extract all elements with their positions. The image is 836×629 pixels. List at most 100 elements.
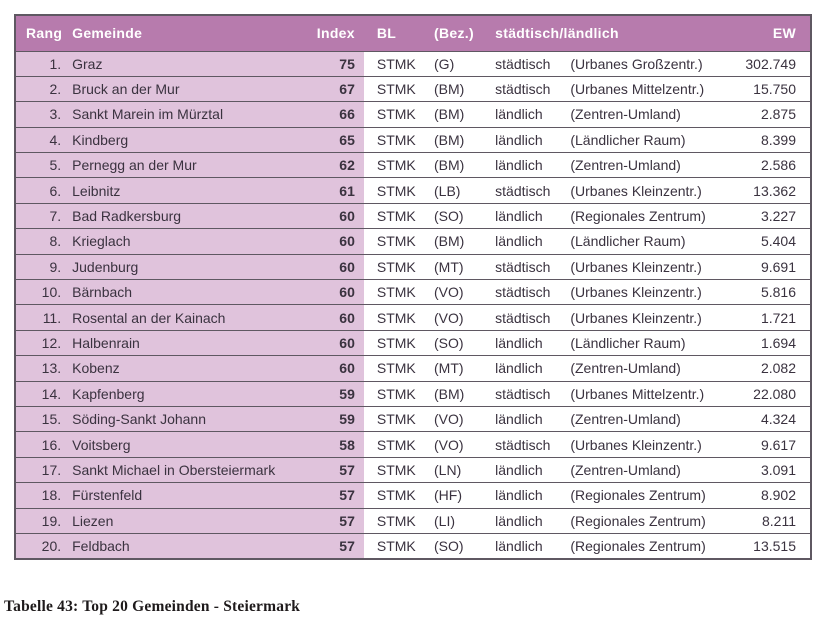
cell-bl: STMK [363,380,431,407]
header-row: Rang Gemeinde Index BL (Bez.) städtisch/… [15,15,811,51]
cell-ew: 2.875 [721,101,811,128]
table-row: 18. Fürstenfeld 57 STMK (HF) ländlich (R… [15,482,811,509]
table-row: 12. Halbenrain 60 STMK (SO) ländlich (Lä… [15,329,811,356]
cell-ew: 9.617 [721,431,811,458]
cell-klassifikation: (Urbanes Großzentr.) [567,50,722,77]
header-rang: Rang [15,15,66,51]
cell-ew: 302.749 [721,50,811,77]
cell-bez: (BM) [430,152,493,178]
cell-index: 61 [299,177,364,204]
cell-gemeinde: Rosental an der Kainach [65,304,300,331]
cell-bez: (BM) [430,228,493,255]
cell-staedtisch-laendlich: ländlich [492,202,568,229]
table-row: 4. Kindberg 65 STMK (BM) ländlich (Ländl… [15,126,811,153]
cell-staedtisch-laendlich: städtisch [492,177,568,204]
cell-gemeinde: Graz [65,50,300,77]
cell-index: 57 [299,456,364,483]
cell-ew: 5.816 [721,279,811,305]
cell-rang: 10. [15,279,66,305]
cell-bez: (VO) [430,279,493,305]
cell-bez: (LN) [430,456,493,483]
cell-klassifikation: (Urbanes Kleinzentr.) [567,431,722,458]
cell-ew: 4.324 [721,405,811,432]
cell-ew: 2.082 [721,355,811,382]
cell-bez: (VO) [430,405,493,432]
cell-bez: (BM) [430,380,493,407]
cell-klassifikation: (Regionales Zentrum) [567,532,722,559]
cell-klassifikation: (Regionales Zentrum) [567,202,722,229]
cell-klassifikation: (Urbanes Mittelzentr.) [567,75,722,102]
cell-bl: STMK [363,405,431,432]
cell-rang: 2. [15,75,66,102]
cell-gemeinde: Halbenrain [65,329,300,356]
cell-rang: 20. [15,532,66,559]
table-row: 13. Kobenz 60 STMK (MT) ländlich (Zentre… [15,355,811,382]
cell-ew: 5.404 [721,228,811,255]
cell-rang: 7. [15,202,66,229]
cell-gemeinde: Fürstenfeld [65,482,300,509]
cell-index: 65 [299,126,364,153]
cell-rang: 16. [15,431,66,458]
cell-klassifikation: (Urbanes Kleinzentr.) [567,279,722,305]
cell-klassifikation: (Zentren-Umland) [567,101,722,128]
cell-bl: STMK [363,329,431,356]
table-row: 20. Feldbach 57 STMK (SO) ländlich (Regi… [15,532,811,559]
cell-index: 58 [299,431,364,458]
cell-bl: STMK [363,253,431,280]
cell-bl: STMK [363,456,431,483]
cell-klassifikation: (Urbanes Kleinzentr.) [567,304,722,331]
table-row: 2. Bruck an der Mur 67 STMK (BM) städtis… [15,75,811,102]
cell-klassifikation: (Urbanes Kleinzentr.) [567,177,722,204]
cell-gemeinde: Söding-Sankt Johann [65,405,300,432]
cell-bl: STMK [363,75,431,102]
cell-staedtisch-laendlich: ländlich [492,532,568,559]
cell-staedtisch-laendlich: ländlich [492,355,568,382]
cell-bez: (MT) [430,355,493,382]
cell-ew: 3.227 [721,202,811,229]
cell-gemeinde: Sankt Marein im Mürztal [65,101,300,128]
cell-klassifikation: (Zentren-Umland) [567,405,722,432]
cell-bez: (HF) [430,482,493,509]
cell-bez: (BM) [430,101,493,128]
cell-klassifikation: (Regionales Zentrum) [567,482,722,509]
cell-ew: 13.362 [721,177,811,204]
cell-staedtisch-laendlich: ländlich [492,126,568,153]
cell-index: 60 [299,202,364,229]
cell-bez: (MT) [430,253,493,280]
cell-index: 57 [299,482,364,509]
cell-bl: STMK [363,482,431,509]
cell-rang: 19. [15,507,66,534]
cell-gemeinde: Kobenz [65,355,300,382]
table-row: 6. Leibnitz 61 STMK (LB) städtisch (Urba… [15,177,811,204]
cell-ew: 8.211 [721,507,811,534]
cell-index: 67 [299,75,364,102]
table-row: 11. Rosental an der Kainach 60 STMK (VO)… [15,304,811,331]
cell-rang: 1. [15,50,66,77]
cell-klassifikation: (Ländlicher Raum) [567,329,722,356]
cell-bez: (VO) [430,304,493,331]
cell-rang: 9. [15,253,66,280]
cell-rang: 6. [15,177,66,204]
cell-klassifikation: (Urbanes Mittelzentr.) [567,380,722,407]
cell-bl: STMK [363,304,431,331]
cell-klassifikation: (Urbanes Kleinzentr.) [567,253,722,280]
cell-ew: 15.750 [721,75,811,102]
cell-rang: 18. [15,482,66,509]
cell-index: 60 [299,329,364,356]
cell-ew: 9.691 [721,253,811,280]
cell-staedtisch-laendlich: städtisch [492,253,568,280]
cell-gemeinde: Pernegg an der Mur [65,152,300,178]
cell-staedtisch-laendlich: ländlich [492,482,568,509]
cell-index: 60 [299,304,364,331]
cell-index: 60 [299,253,364,280]
cell-rang: 15. [15,405,66,432]
cell-gemeinde: Sankt Michael in Obersteiermark [65,456,300,483]
cell-staedtisch-laendlich: ländlich [492,101,568,128]
cell-rang: 4. [15,126,66,153]
cell-rang: 17. [15,456,66,483]
table-row: 15. Söding-Sankt Johann 59 STMK (VO) län… [15,405,811,432]
cell-bl: STMK [363,50,431,77]
cell-staedtisch-laendlich: städtisch [492,380,568,407]
cell-index: 57 [299,532,364,559]
